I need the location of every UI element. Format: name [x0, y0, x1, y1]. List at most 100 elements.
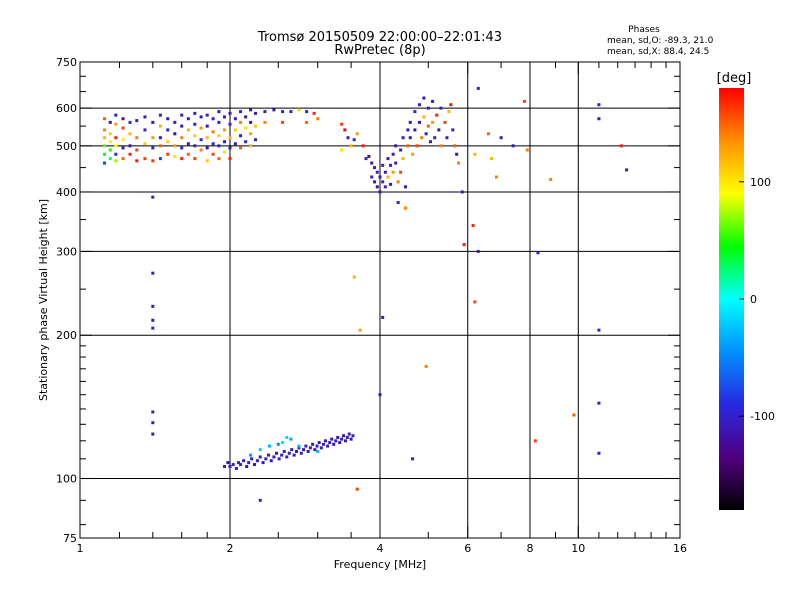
- y-tick-label: 300: [56, 245, 77, 258]
- data-point: [499, 136, 503, 140]
- data-point: [108, 157, 112, 161]
- data-point: [151, 159, 155, 163]
- data-point: [375, 185, 379, 189]
- data-point: [319, 446, 323, 450]
- data-point: [597, 103, 601, 107]
- data-point: [311, 442, 315, 446]
- data-point: [228, 122, 232, 126]
- data-point: [205, 146, 209, 150]
- data-point: [135, 148, 139, 152]
- data-point: [572, 413, 576, 417]
- data-point: [597, 451, 601, 455]
- data-point: [239, 463, 243, 467]
- data-point: [103, 117, 107, 121]
- data-point: [338, 441, 342, 445]
- data-point: [186, 142, 190, 146]
- data-point: [193, 157, 197, 161]
- data-point: [373, 180, 377, 184]
- data-point: [437, 128, 441, 132]
- data-point: [285, 455, 289, 459]
- data-point: [114, 144, 118, 148]
- data-point: [244, 140, 248, 144]
- data-point: [244, 115, 248, 119]
- data-point: [476, 86, 480, 90]
- data-point: [143, 128, 147, 132]
- data-point: [317, 441, 321, 445]
- data-point: [228, 464, 232, 468]
- data-point: [205, 136, 209, 140]
- data-point: [151, 410, 155, 414]
- data-point: [308, 446, 312, 450]
- data-point: [334, 439, 338, 443]
- data-point: [263, 110, 267, 114]
- data-point: [233, 142, 237, 146]
- data-point: [261, 461, 265, 465]
- data-point: [205, 159, 209, 163]
- data-point: [173, 120, 177, 124]
- data-point: [340, 122, 344, 126]
- data-point: [413, 110, 417, 114]
- data-point: [253, 124, 257, 128]
- data-point: [199, 126, 203, 130]
- data-point: [352, 275, 356, 279]
- data-point: [205, 113, 209, 117]
- data-point: [460, 190, 464, 194]
- data-point: [349, 144, 353, 148]
- data-point: [383, 170, 387, 174]
- data-point: [403, 185, 407, 189]
- colorbar-ticks: 100 0 -100: [739, 176, 775, 423]
- data-point: [267, 453, 271, 457]
- data-point: [399, 170, 403, 174]
- data-point: [199, 115, 203, 119]
- data-point: [381, 315, 385, 319]
- data-point: [443, 120, 447, 124]
- data-point: [439, 144, 443, 148]
- data-point: [476, 249, 480, 253]
- data-point: [361, 144, 365, 148]
- data-point: [151, 326, 155, 330]
- y-tick-label: 500: [56, 140, 77, 153]
- x-axis-label: Frequency [MHz]: [334, 558, 426, 571]
- data-point: [389, 182, 393, 186]
- data-point: [166, 140, 170, 144]
- data-point: [217, 144, 221, 148]
- data-point: [340, 437, 344, 441]
- colorbar-label: [deg]: [717, 71, 752, 86]
- y-tick-label: 600: [56, 102, 77, 115]
- data-point: [281, 441, 285, 445]
- data-point: [287, 451, 291, 455]
- data-point: [199, 138, 203, 142]
- data-point: [282, 449, 286, 453]
- data-point: [245, 464, 249, 468]
- data-point: [267, 444, 271, 448]
- data-point: [473, 152, 477, 156]
- data-point: [250, 457, 254, 461]
- data-point: [426, 106, 430, 110]
- data-point: [451, 128, 455, 132]
- data-point: [158, 124, 162, 128]
- data-point: [269, 459, 273, 463]
- data-point: [389, 163, 393, 167]
- data-point: [211, 117, 215, 121]
- data-point: [364, 157, 368, 161]
- data-point: [453, 144, 457, 148]
- data-point: [386, 157, 390, 161]
- data-point: [280, 453, 284, 457]
- data-point: [158, 136, 162, 140]
- stats-heading: Phases: [628, 25, 660, 35]
- data-point: [473, 300, 477, 304]
- data-point: [128, 120, 132, 124]
- data-point: [625, 168, 629, 172]
- data-point: [151, 136, 155, 140]
- x-axis-ticks: 1 2 4 6 8 10 16: [77, 62, 687, 555]
- data-point: [486, 132, 490, 136]
- data-point: [114, 152, 118, 156]
- data-point: [108, 148, 112, 152]
- x-tick-label: 10: [571, 542, 585, 555]
- data-point: [352, 138, 356, 142]
- data-point: [417, 120, 421, 124]
- data-point: [297, 446, 301, 450]
- data-point: [114, 122, 118, 126]
- x-tick-label: 2: [227, 542, 234, 555]
